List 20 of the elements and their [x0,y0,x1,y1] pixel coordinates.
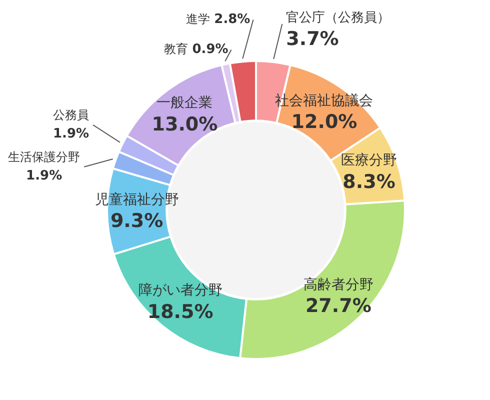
data-label: 12.0% [291,111,358,134]
data-label: 1.9% [26,168,62,184]
slice-label: 医療分野 [341,152,398,169]
slice-label: 進学 [186,12,210,26]
slice-label: 一般企業 [156,95,213,112]
data-label: 8.3% [342,171,396,194]
slice-label: 生活保護分野 [8,150,80,164]
data-label: 2.8% [214,12,250,28]
data-label: 18.5% [147,301,214,324]
slice-label: 社会福祉協議会 [275,92,374,109]
slice-label: 官公庁（公務員） [286,9,390,26]
data-label: 3.7% [286,28,339,50]
data-label: 9.3% [110,210,164,232]
slice-label: 公務員 [53,108,90,122]
slice-label: 高齢者分野 [303,276,374,293]
data-label: 27.7% [305,295,372,318]
data-label: 0.9% [192,42,228,58]
slice-label: 教育 [164,42,188,56]
data-label: 1.9% [52,126,90,142]
data-label: 13.0% [152,113,218,136]
